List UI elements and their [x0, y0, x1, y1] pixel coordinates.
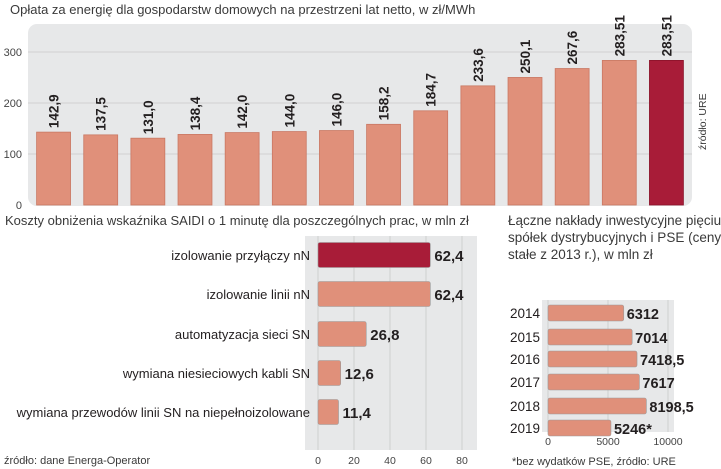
- bar-value-label: 62,4: [434, 287, 464, 304]
- bar: [460, 85, 496, 206]
- category-label: 2017: [510, 375, 540, 390]
- investment-title-line-3: stałe z 2013 r.), w mln zł: [508, 247, 653, 262]
- x-tick-label: 2012: [604, 209, 635, 212]
- category-label: izolowanie linii nN: [207, 287, 310, 302]
- chart-title-energy-price: Opłata za energię dla gospodarstw domowy…: [10, 2, 476, 17]
- bar: [317, 321, 367, 347]
- x-tick-label: 40: [384, 455, 396, 467]
- category-label: 2015: [510, 330, 540, 345]
- bar: [547, 328, 633, 346]
- chart-title-saidi-costs: Koszty obniżenia wskaźnika SAIDI o 1 min…: [5, 213, 469, 228]
- category-label: wymiana niesieciowych kabli SN: [122, 366, 310, 381]
- y-tick-label: 200: [4, 98, 22, 110]
- bar: [601, 60, 637, 206]
- x-tick-label: 80: [456, 455, 468, 467]
- category-label: 2014: [510, 306, 541, 321]
- bar-value-label: 137,5: [94, 97, 109, 131]
- x-tick-label: 2007: [368, 209, 399, 212]
- bar-value-label: 5246*: [614, 422, 652, 438]
- bar-value-label: 144,0: [282, 94, 297, 128]
- x-tick-label: 2000: [38, 209, 69, 212]
- bar: [319, 130, 354, 206]
- bar-value-label: 12,6: [345, 366, 374, 383]
- bar: [317, 399, 339, 425]
- x-tick-label: 10000: [653, 436, 682, 448]
- bar: [547, 419, 612, 437]
- x-tick-label: 0: [545, 436, 551, 448]
- category-label: 2016: [510, 352, 540, 367]
- bar-value-label: 142,9: [47, 94, 62, 128]
- bar: [547, 350, 638, 368]
- y-tick-label: 300: [4, 47, 22, 59]
- y-tick-label: 100: [4, 149, 22, 161]
- bar-value-label: 62,4: [434, 248, 464, 265]
- bar-value-label: 267,6: [565, 30, 580, 64]
- bar: [547, 304, 625, 322]
- category-label: izolowanie przyłączy nN: [171, 248, 310, 263]
- bar-value-label: 146,0: [329, 93, 344, 127]
- bar: [366, 123, 401, 206]
- bar-value-label: 7014: [635, 331, 667, 347]
- bar-value-label: 158,2: [377, 87, 392, 121]
- saidi-costs-chart: 0 20 40 60 80 62,4 izolowanie przyłączy nN 62,4…: [16, 236, 477, 467]
- investment-title-line-1: Łączne nakłady inwestycyjne pięciu: [508, 213, 721, 228]
- bar: [507, 77, 543, 206]
- chart-title-investment: Łączne nakłady inwestycyjne pięciu spółe…: [508, 212, 721, 263]
- x-tick-label: 2002: [132, 209, 163, 212]
- bar-value-label: 6312: [627, 307, 659, 323]
- x-tick-label: 2010: [509, 209, 540, 212]
- source-energa-operator: źródło: dane Energa-Operator: [4, 455, 151, 467]
- bar-value-label: 184,7: [424, 73, 439, 107]
- x-tick-label: 2009: [462, 209, 493, 212]
- energy-price-chart: 0 100 200 300 142,9 2000 137,5 2001 131,0 2002 138…: [4, 15, 692, 212]
- bar-value-label: 138,4: [188, 96, 203, 130]
- bar: [130, 137, 166, 206]
- bar: [547, 373, 640, 391]
- x-tick-label: 2004: [227, 209, 258, 212]
- bar: [554, 68, 590, 206]
- bar-value-label: 7617: [642, 376, 674, 392]
- bar-value-label: 283,51: [659, 15, 674, 57]
- x-tick-label: 2008: [415, 209, 446, 212]
- x-tick-label: 0: [315, 455, 321, 467]
- category-label: wymiana przewodów linii SN na niepełnoiz…: [16, 405, 310, 420]
- investment-footnote: *bez wydatków PSE, źródło: URE: [512, 456, 676, 468]
- bar: [83, 134, 119, 206]
- x-tick-label: 2011: [557, 209, 587, 212]
- bar: [547, 397, 647, 415]
- category-label: 2019: [510, 421, 540, 436]
- bar-value-label: 7418,5: [640, 353, 684, 369]
- bar: [649, 60, 684, 206]
- bar-value-label: 283,51: [612, 15, 627, 57]
- bar: [317, 360, 341, 386]
- bar: [224, 132, 260, 206]
- bar: [177, 134, 213, 206]
- category-label: 2018: [510, 399, 540, 414]
- bar-value-label: 233,6: [471, 48, 486, 82]
- investment-chart: 0 5000 10000 6312 2014 7014 2015 7418,5 2016 7617…: [510, 300, 694, 448]
- x-tick-label: 60: [420, 455, 432, 467]
- x-tick-label: 20: [348, 455, 360, 467]
- bar: [36, 131, 71, 206]
- y-tick-label: 0: [16, 200, 22, 212]
- x-tick-label: 5000: [596, 436, 620, 448]
- category-label: automatyzacja sieci SN: [175, 327, 310, 342]
- x-tick-label: 2001: [85, 209, 116, 212]
- x-tick-label: 2006: [321, 209, 352, 212]
- plot-background: [28, 24, 692, 206]
- bar-value-label: 131,0: [141, 100, 156, 134]
- bar-value-label: 8198,5: [649, 400, 693, 416]
- x-tick-label: 2013: [651, 209, 682, 212]
- bar-value-label: 142,0: [235, 95, 250, 129]
- bar-value-label: 26,8: [370, 327, 399, 344]
- x-tick-label: 2005: [274, 209, 305, 212]
- bar: [317, 242, 431, 268]
- investment-title-line-2: spółek dystrybucyjnych i PSE (ceny: [508, 230, 721, 245]
- bar: [317, 281, 431, 307]
- bar-value-label: 250,1: [518, 39, 533, 73]
- bar: [271, 131, 307, 206]
- bar: [413, 110, 449, 206]
- bar-value-label: 11,4: [343, 405, 372, 422]
